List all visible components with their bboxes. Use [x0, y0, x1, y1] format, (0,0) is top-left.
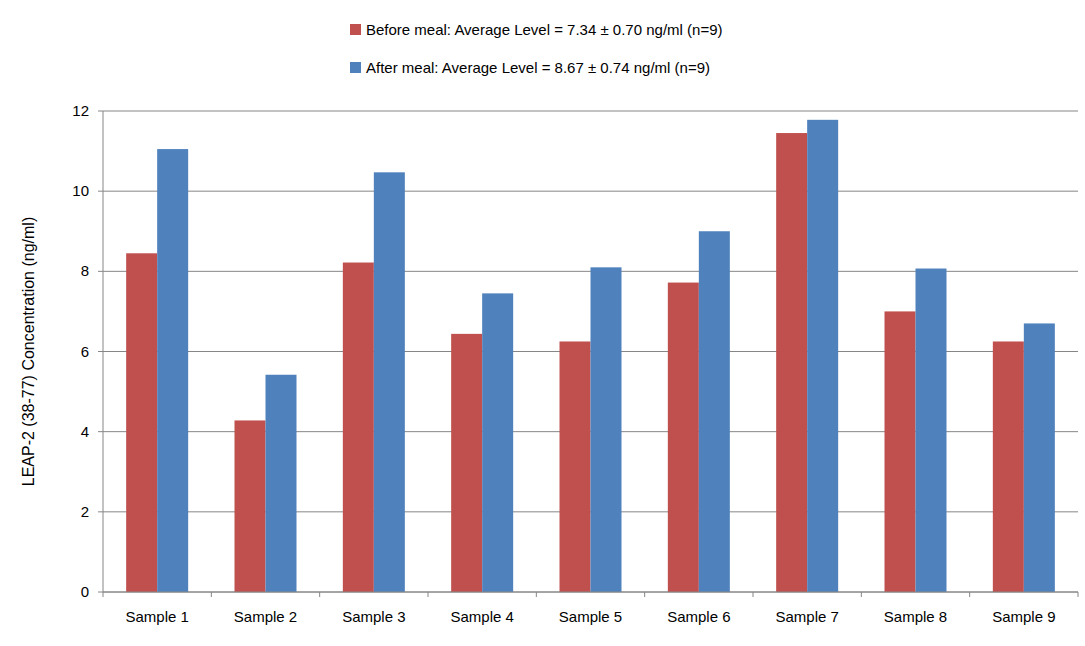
x-axis [103, 592, 1078, 593]
bar [266, 375, 297, 592]
y-tick-label: 0 [81, 583, 89, 600]
legend-swatch [350, 24, 361, 35]
bar [699, 231, 730, 592]
bar [374, 172, 405, 592]
x-tick-label: Sample 8 [884, 608, 947, 625]
bar [993, 341, 1024, 592]
x-tick-label: Sample 3 [342, 608, 405, 625]
y-tick-label: 2 [81, 503, 89, 520]
y-tick-label: 10 [72, 182, 89, 199]
chart: 0 2 4 6 8 10 12 Sample 1 Sample 2 Sample 3 Sample … [0, 0, 1085, 646]
bar [451, 334, 482, 592]
bar [1024, 323, 1055, 592]
legend-label: Before meal: Average Level = 7.34 ± 0.70… [366, 21, 723, 38]
chart-container: 0 2 4 6 8 10 12 Sample 1 Sample 2 Sample 3 Sample … [0, 0, 1085, 646]
bar [560, 341, 591, 592]
y-tick-label: 6 [81, 343, 89, 360]
bar [916, 269, 947, 592]
y-tick [98, 191, 103, 192]
x-tick [861, 592, 862, 597]
y-tick [98, 592, 103, 593]
x-tick-label: Sample 1 [125, 608, 188, 625]
x-tick [103, 592, 104, 597]
y-tick [98, 111, 103, 112]
grid-line [103, 191, 1078, 192]
bar [807, 120, 838, 592]
bar [885, 311, 916, 592]
bar [157, 149, 188, 592]
y-tick [98, 271, 103, 272]
x-tick [428, 592, 429, 597]
bar [482, 293, 513, 592]
x-tick-label: Sample 4 [450, 608, 513, 625]
bar [235, 420, 266, 592]
x-tick [969, 592, 970, 597]
grid-line [103, 592, 1078, 593]
bar [591, 267, 622, 592]
x-tick [211, 592, 212, 597]
y-tick-label: 8 [81, 262, 89, 279]
bar [668, 283, 699, 592]
x-tick-label: Sample 5 [559, 608, 622, 625]
x-tick-label: Sample 6 [667, 608, 730, 625]
bars [126, 120, 1055, 592]
bar [343, 263, 374, 592]
y-tick-label: 12 [72, 102, 89, 119]
y-tick [98, 431, 103, 432]
grid-line [103, 111, 1078, 112]
x-tick-label: Sample 9 [992, 608, 1055, 625]
x-tick [536, 592, 537, 597]
bar [126, 253, 157, 592]
x-tick-label: Sample 7 [775, 608, 838, 625]
legend-label: After meal: Average Level = 8.67 ± 0.74 … [366, 59, 710, 76]
x-tick [319, 592, 320, 597]
y-axis-label: LEAP-2 (38-77) Concentration (ng/ml) [20, 217, 37, 486]
legend-swatch [350, 62, 361, 73]
y-tick-label: 4 [81, 423, 89, 440]
x-tick [1078, 592, 1079, 597]
y-tick [98, 351, 103, 352]
x-tick [644, 592, 645, 597]
x-tick [753, 592, 754, 597]
y-tick [98, 511, 103, 512]
bar [776, 133, 807, 592]
x-tick-label: Sample 2 [234, 608, 297, 625]
y-axis [103, 111, 104, 592]
